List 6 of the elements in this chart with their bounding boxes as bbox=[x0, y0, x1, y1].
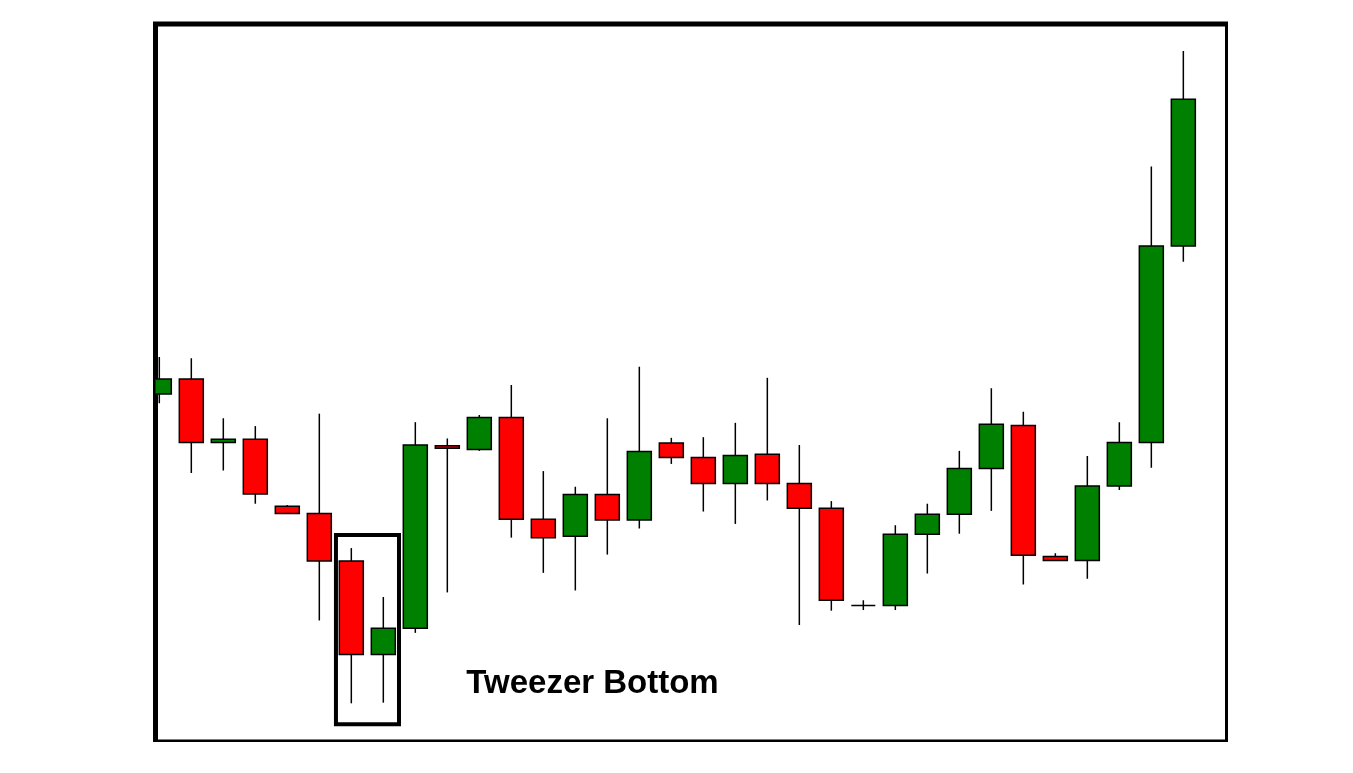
candlestick bbox=[210, 417, 237, 472]
candlestick bbox=[530, 470, 557, 574]
annotation: Tweezer Bottom bbox=[466, 663, 719, 700]
candlestick bbox=[434, 437, 461, 594]
candlestick bbox=[658, 437, 685, 465]
candlestick bbox=[914, 502, 941, 575]
